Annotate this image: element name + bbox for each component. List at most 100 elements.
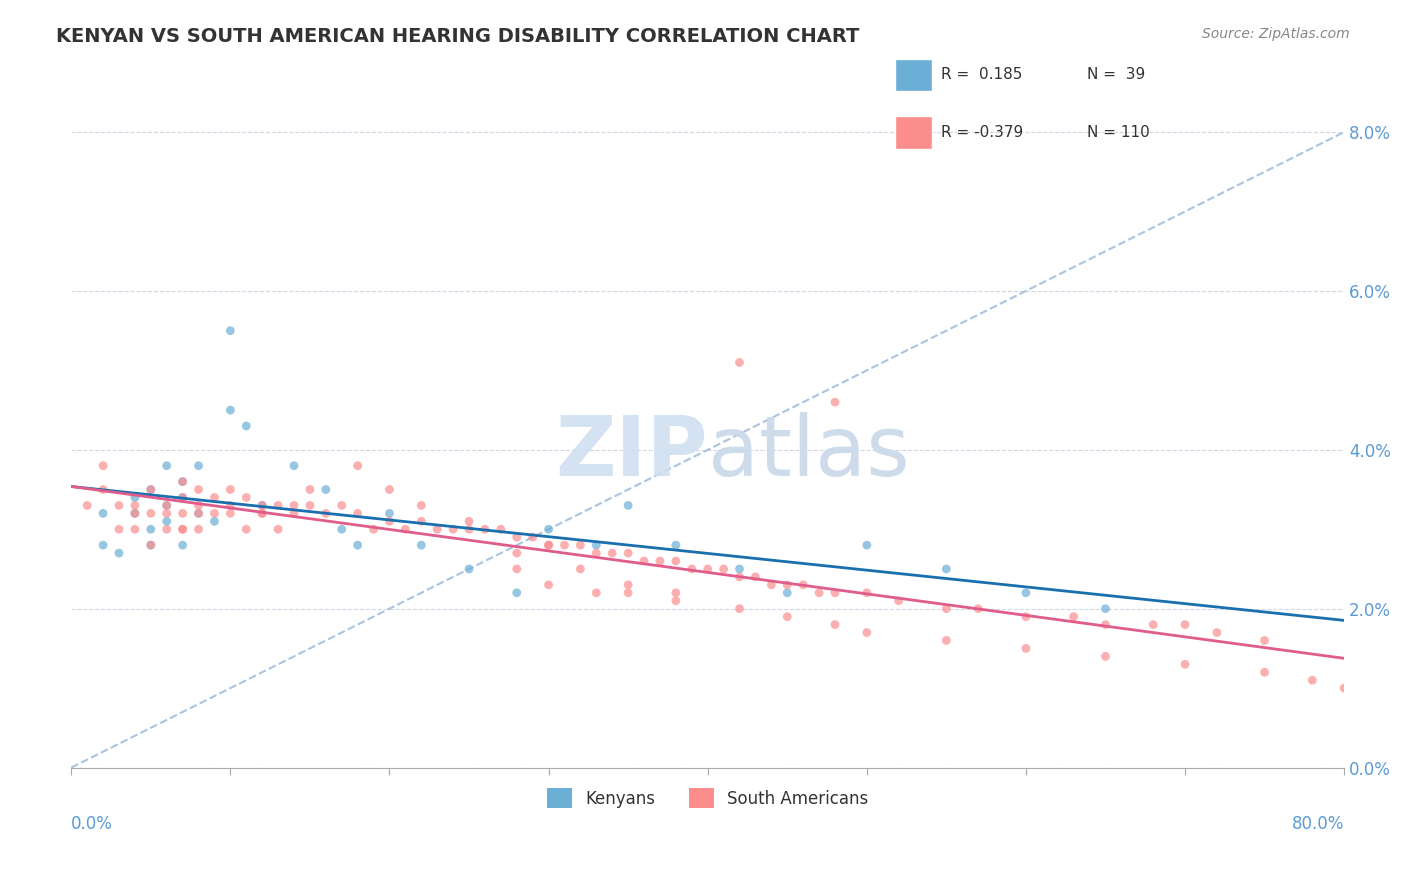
Point <box>935 562 957 576</box>
Point <box>761 578 783 592</box>
Point <box>665 538 688 552</box>
Point <box>346 458 368 473</box>
Point <box>330 522 353 536</box>
Point <box>139 507 162 521</box>
Point <box>935 633 957 648</box>
Text: Source: ZipAtlas.com: Source: ZipAtlas.com <box>1202 27 1350 41</box>
Point <box>156 507 179 521</box>
Point <box>219 403 242 417</box>
Point <box>600 546 623 560</box>
Point <box>124 507 146 521</box>
Point <box>506 546 529 560</box>
Point <box>824 617 846 632</box>
Point <box>187 483 209 497</box>
Point <box>1174 617 1197 632</box>
Point <box>1333 681 1355 695</box>
Text: R = -0.379: R = -0.379 <box>942 125 1024 140</box>
Text: ZIP: ZIP <box>555 412 707 493</box>
Point <box>411 538 433 552</box>
FancyBboxPatch shape <box>896 59 932 91</box>
Point <box>411 514 433 528</box>
Point <box>91 538 114 552</box>
Text: N =  39: N = 39 <box>1087 67 1144 82</box>
Point <box>1253 665 1275 680</box>
Point <box>235 491 257 505</box>
Point <box>792 578 814 592</box>
Point <box>187 522 209 536</box>
Point <box>887 593 910 607</box>
Point <box>506 530 529 544</box>
Point <box>172 538 194 552</box>
Point <box>537 538 560 552</box>
Point <box>219 324 242 338</box>
Point <box>728 562 751 576</box>
Point <box>172 507 194 521</box>
Point <box>585 546 607 560</box>
Point <box>744 570 766 584</box>
Text: atlas: atlas <box>707 412 910 493</box>
Point <box>172 522 194 536</box>
Point <box>1174 657 1197 672</box>
Point <box>967 601 990 615</box>
Point <box>458 562 481 576</box>
Point <box>617 578 640 592</box>
Point <box>808 586 831 600</box>
Point <box>935 601 957 615</box>
Point <box>267 499 290 513</box>
Point <box>204 514 226 528</box>
Point <box>506 562 529 576</box>
Point <box>537 578 560 592</box>
Point <box>537 522 560 536</box>
Point <box>172 491 194 505</box>
Text: 80.0%: 80.0% <box>1292 815 1344 833</box>
Point <box>648 554 671 568</box>
Point <box>1063 609 1085 624</box>
Point <box>522 530 544 544</box>
Point <box>1142 617 1164 632</box>
Point <box>346 538 368 552</box>
Point <box>219 499 242 513</box>
Point <box>585 586 607 600</box>
Point <box>617 586 640 600</box>
Point <box>489 522 512 536</box>
Point <box>506 586 529 600</box>
Point <box>728 355 751 369</box>
Point <box>91 483 114 497</box>
Point <box>346 507 368 521</box>
Point <box>458 514 481 528</box>
Point <box>458 522 481 536</box>
Point <box>553 538 575 552</box>
Legend: Kenyans, South Americans: Kenyans, South Americans <box>540 781 875 815</box>
Point <box>139 483 162 497</box>
Text: KENYAN VS SOUTH AMERICAN HEARING DISABILITY CORRELATION CHART: KENYAN VS SOUTH AMERICAN HEARING DISABIL… <box>56 27 859 45</box>
Point <box>250 507 273 521</box>
Point <box>585 538 607 552</box>
Point <box>856 538 879 552</box>
Point <box>124 499 146 513</box>
Point <box>91 458 114 473</box>
Point <box>315 483 337 497</box>
Point <box>363 522 385 536</box>
Point <box>250 499 273 513</box>
Point <box>187 499 209 513</box>
Point <box>156 499 179 513</box>
Point <box>378 514 401 528</box>
Point <box>1094 601 1116 615</box>
Point <box>139 522 162 536</box>
Point <box>776 586 799 600</box>
Point <box>108 499 131 513</box>
Point <box>537 538 560 552</box>
Point <box>235 522 257 536</box>
Point <box>187 507 209 521</box>
Point <box>633 554 655 568</box>
Point <box>283 499 305 513</box>
Point <box>665 554 688 568</box>
Point <box>124 507 146 521</box>
Point <box>267 522 290 536</box>
Point <box>1015 586 1038 600</box>
Point <box>139 538 162 552</box>
Point <box>411 499 433 513</box>
Point <box>283 458 305 473</box>
Point <box>1205 625 1227 640</box>
Point <box>394 522 416 536</box>
